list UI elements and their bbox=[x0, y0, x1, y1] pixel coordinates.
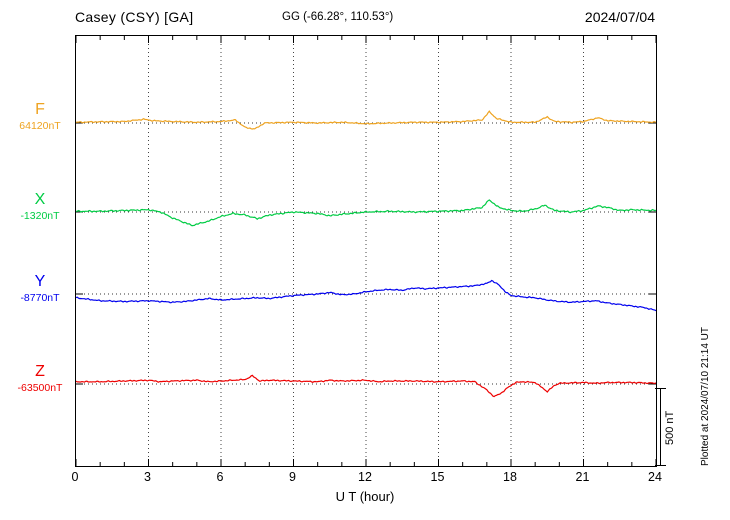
trace-symbol-F: F bbox=[35, 101, 45, 118]
trace-baseline-X: -1320nT bbox=[20, 210, 60, 222]
xtick-18: 18 bbox=[503, 470, 517, 484]
scale-bar-line bbox=[660, 388, 661, 466]
xtick-0: 0 bbox=[71, 470, 79, 484]
trace-X bbox=[76, 199, 656, 227]
trace-label-X: X -1320nT bbox=[10, 192, 70, 222]
xtick-15: 15 bbox=[430, 470, 445, 484]
trace-label-Z: Z -63500nT bbox=[10, 364, 70, 394]
trace-label-F: F 64120nT bbox=[10, 102, 70, 132]
x-axis-title: U T (hour) bbox=[335, 489, 395, 504]
xtick-12: 12 bbox=[358, 470, 372, 484]
trace-label-Y: Y -8770nT bbox=[10, 274, 70, 304]
scale-bar-label: 500 nT bbox=[664, 410, 676, 445]
trace-symbol-X: X bbox=[34, 191, 46, 208]
trace-symbol-Y: Y bbox=[34, 273, 46, 290]
xtick-3: 3 bbox=[144, 470, 151, 484]
trace-baseline-Z: -63500nT bbox=[17, 382, 63, 394]
xtick-21: 21 bbox=[575, 470, 590, 484]
magnetogram-traces bbox=[76, 36, 656, 466]
trace-F bbox=[76, 110, 656, 130]
xtick-9: 9 bbox=[289, 470, 296, 484]
trace-baseline-F: 64120nT bbox=[19, 120, 61, 132]
geographic-coordinates: GG (-66.28°, 110.53°) bbox=[282, 11, 394, 23]
trace-baseline-Y: -8770nT bbox=[20, 292, 60, 304]
xtick-6: 6 bbox=[216, 470, 224, 484]
plot-date: 2024/07/04 bbox=[584, 9, 655, 25]
scale-bar-bottom-cap bbox=[655, 465, 666, 466]
xtick-24: 24 bbox=[648, 470, 662, 484]
plotted-at-note: Plotted at 2024/07/10 21:14 UT bbox=[700, 327, 711, 466]
plot-area bbox=[75, 35, 657, 467]
trace-symbol-Z: Z bbox=[35, 363, 45, 380]
station-title: Casey (CSY) [GA] bbox=[75, 9, 194, 25]
scale-bar-top-cap bbox=[655, 388, 666, 389]
trace-Z bbox=[76, 374, 656, 398]
trace-Y bbox=[76, 279, 656, 312]
